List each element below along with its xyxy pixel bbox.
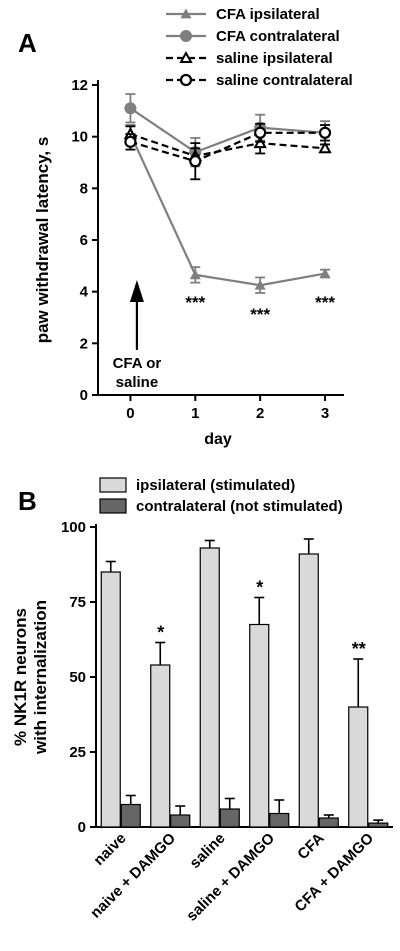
- significance-marker: ***: [185, 293, 205, 312]
- bar-ipsilateral: [100, 571, 121, 828]
- arrow-label-line1: CFA or: [113, 355, 162, 372]
- y-tick-label: 12: [71, 77, 88, 94]
- y-tick-label: 75: [69, 594, 86, 611]
- significance-marker: *: [256, 578, 263, 598]
- legend-label: CFA ipsilateral: [216, 6, 320, 23]
- y-tick-label: 10: [71, 129, 88, 146]
- legend-label: ipsilateral (stimulated): [136, 477, 295, 494]
- data-point: [124, 102, 137, 115]
- category-label: saline: [186, 830, 228, 872]
- category-label: naive: [90, 830, 129, 869]
- data-point: [319, 268, 331, 278]
- bar-contralateral: [368, 822, 389, 828]
- series-line: [130, 133, 326, 158]
- x-tick-label: 0: [126, 405, 134, 422]
- y-tick-label: 0: [78, 819, 86, 836]
- legend-marker: [179, 50, 193, 63]
- y-axis-label-line1: % NK1R neurons: [11, 608, 30, 746]
- series-line: [130, 131, 326, 163]
- series-line: [129, 107, 326, 154]
- legend-marker: [180, 8, 192, 19]
- y-tick-label: 8: [80, 180, 88, 197]
- panel-label-a: A: [18, 28, 37, 58]
- bar-contralateral: [219, 808, 240, 828]
- bar-ipsilateral: [298, 553, 319, 828]
- y-tick-label: 50: [69, 669, 86, 686]
- y-tick-label: 0: [80, 387, 88, 404]
- data-point: [254, 279, 266, 290]
- y-tick-label: 4: [80, 284, 89, 301]
- legend-item: contralateral (not stimulated): [99, 498, 343, 515]
- significance-marker: *: [157, 623, 164, 643]
- data-point: [318, 141, 332, 154]
- arrow-label-line2: saline: [116, 374, 159, 391]
- x-tick-label: 1: [191, 405, 199, 422]
- series-saline-contralateral: [124, 122, 332, 181]
- category-label: CFA: [294, 830, 327, 863]
- panel-b-bar-chart: B 0 25 50 75 100 % NK1R neurons with internaliz…: [11, 477, 393, 925]
- legend-marker: [179, 73, 193, 87]
- y-tick-label: 2: [80, 335, 88, 352]
- x-axis-label: day: [204, 431, 232, 448]
- bar-contralateral: [170, 814, 191, 828]
- bar-ipsilateral: [249, 623, 270, 828]
- y-axis-label-line2: with internalization: [31, 600, 50, 755]
- bar-contralateral: [269, 812, 290, 828]
- series-CFA-contralateral: [124, 93, 332, 168]
- legend-marker: [180, 30, 192, 42]
- legend-label: CFA contralateral: [216, 28, 340, 45]
- legend-swatch: [99, 498, 127, 514]
- bar-ipsilateral: [199, 547, 220, 828]
- legend-label: saline contralateral: [216, 72, 353, 89]
- data-point: [189, 155, 202, 168]
- legend-item: CFA ipsilateral: [166, 6, 320, 23]
- panel-label-b: B: [18, 486, 37, 516]
- legend-item: saline ipsilateral: [166, 50, 333, 67]
- legend-swatch: [99, 477, 127, 493]
- significance-marker: **: [352, 639, 366, 659]
- y-tick-label: 25: [69, 744, 86, 761]
- significance-marker: ***: [250, 305, 270, 324]
- category-label: saline + DAMGO: [183, 830, 278, 925]
- legend-item: CFA contralateral: [166, 28, 340, 45]
- series-line: [129, 133, 326, 287]
- category-label: naive + DAMGO: [87, 830, 179, 922]
- treatment-arrow-head: [129, 280, 144, 302]
- data-point: [189, 269, 201, 280]
- y-tick-label: 100: [61, 519, 86, 536]
- bar-ipsilateral: [348, 706, 369, 828]
- bar-ipsilateral: [150, 664, 171, 828]
- significance-marker: ***: [315, 293, 335, 312]
- legend-item: ipsilateral (stimulated): [99, 477, 295, 494]
- data-point: [318, 126, 332, 139]
- data-point: [124, 135, 137, 148]
- y-axis-label: paw withdrawal latency, s: [33, 137, 52, 344]
- legend-label: saline ipsilateral: [216, 50, 333, 67]
- data-point: [254, 126, 267, 139]
- bar-contralateral: [120, 803, 141, 828]
- bar-contralateral: [318, 817, 339, 828]
- x-tick-label: 3: [321, 405, 329, 422]
- x-tick-label: 2: [256, 405, 264, 422]
- legend-item: saline contralateral: [166, 72, 353, 89]
- y-tick-label: 6: [80, 232, 88, 249]
- legend-label: contralateral (not stimulated): [136, 498, 343, 515]
